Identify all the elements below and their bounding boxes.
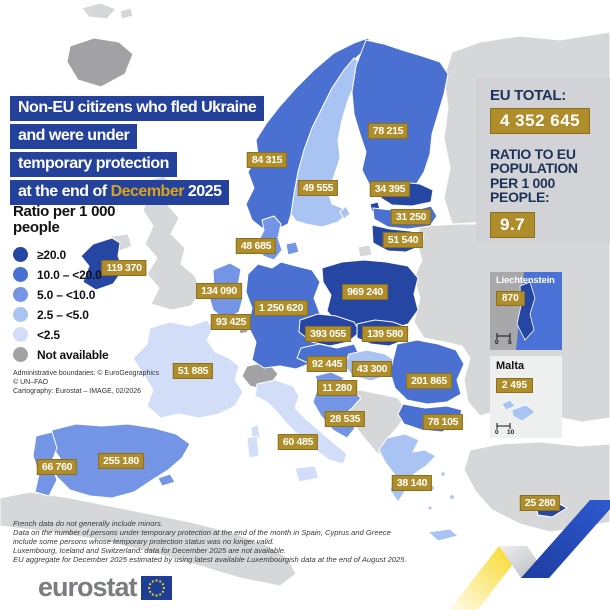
legend-label-5-10: 5.0 – <10.0 [37,287,96,302]
value-label-estonia: 34 395 [369,181,411,197]
legend-item-10-20: 10.0 – <20.0 [13,265,115,285]
malta-scale-bar [496,423,511,429]
value-label-belgium: 93 425 [210,314,252,330]
country-turkey [463,441,610,533]
legend-item-5-10: 5.0 – <10.0 [13,285,115,305]
eurostat-logo: eurostat [38,574,172,601]
legend-item-2p5-5: 2.5 – <5.0 [13,305,115,325]
country-greece [378,433,437,503]
value-label-hungary: 43 300 [351,361,393,377]
legend-swatch-10-20 [13,267,28,282]
value-label-greece: 38 140 [391,475,433,491]
country-united-kingdom [142,175,202,311]
footnotes: French data do not generally include min… [13,519,407,564]
legend-label-2p5-5: 2.5 – <5.0 [37,307,89,322]
country-iceland [66,37,134,88]
value-label-spain: 255 180 [98,453,144,469]
malta-value: 2 495 [496,378,534,393]
malta-scale-left: 0 [495,429,499,436]
region-kaliningrad [357,244,373,258]
legend-label-ge20: ≥20.0 [37,247,66,262]
title-line-4: at the end of December 2025 [10,180,230,205]
eu-flag-icon [140,575,172,600]
country-romania [389,339,465,405]
legend-item-na: Not available [13,345,115,365]
value-label-slovakia: 139 580 [362,326,408,342]
legend-swatch-na [13,347,28,362]
legend-swatch-2p5-5 [13,307,28,322]
legend-label-na: Not available [37,347,109,362]
island-sardinia [246,435,260,459]
legend: Ratio per 1 000 people ≥20.0 10.0 – <20.… [13,203,116,365]
value-label-latvia: 31 250 [390,209,432,225]
value-label-slovenia: 11 280 [317,380,357,396]
island-crete [427,528,459,542]
ratio-value: 9.7 [490,211,536,238]
value-label-italy: 60 485 [277,434,319,450]
island-zealand [285,241,300,256]
value-label-germany: 1 250 620 [253,300,309,316]
value-label-portugal: 66 760 [36,459,78,475]
island-gotland [339,205,351,220]
malta-scale-right: 10 [507,429,515,436]
liechtenstein-value: 870 [496,291,525,306]
island-malta [511,404,536,422]
legend-label-10-20: 10.0 – <20.0 [37,267,102,282]
liechtenstein-scale-bar [496,333,511,339]
liechtenstein-scale-right: 5 [508,339,512,346]
value-label-czechia: 393 055 [305,326,351,342]
legend-item-ge20: ≥20.0 [13,245,115,265]
region-svalbard [81,2,117,20]
legend-swatch-5-10 [13,287,28,302]
liechtenstein-inset: Liechtenstein 870 0 5 [490,272,562,350]
island-sicily [294,465,320,483]
eu-total-label: EU TOTAL: [490,87,566,104]
value-label-norway: 84 315 [246,152,288,168]
region-north-africa [0,491,297,587]
title-month-highlight: December [110,183,185,200]
value-label-cyprus: 25 280 [519,495,561,511]
title-line-4-suffix: 2025 [183,183,222,200]
legend-item-lt2p5: <2.5 [13,325,115,345]
value-label-lithuania: 51 540 [382,232,424,248]
malta-name: Malta [496,360,525,372]
title-line-1: Non-EU citizens who fled Ukraine [10,96,265,121]
title-line-2: and were under [10,124,138,149]
title-line-3: temporary protection [10,152,177,177]
value-label-poland: 969 240 [342,284,388,300]
title-line-4-prefix: at the end of [18,183,111,200]
value-label-bulgaria: 78 105 [422,414,464,430]
legend-swatch-ge20 [13,247,28,262]
islands-balearic [157,473,176,487]
liechtenstein-inset-map [490,272,562,350]
value-label-france: 51 885 [172,363,214,379]
eurostat-logo-text: eurostat [38,572,138,602]
island-gozo [501,399,516,411]
value-label-croatia: 28 535 [324,411,366,427]
liechtenstein-name: Liechtenstein [496,275,555,286]
legend-label-lt2p5: <2.5 [37,327,60,342]
malta-inset: Malta 2 495 0 10 [490,356,562,438]
value-label-romania: 201 865 [406,373,452,389]
value-label-austria: 92 445 [306,356,348,372]
eu-total-panel: EU TOTAL: 4 352 645 RATIO TO EU POPULATI… [476,78,610,243]
title-block: Non-EU citizens who fled Ukraine and wer… [10,96,265,208]
liechtenstein-scale-left: 0 [495,339,499,346]
attribution-note: Administrative boundaries: © EuroGeograp… [13,370,160,395]
malta-inset-map [490,356,562,438]
value-label-netherlands: 134 090 [196,283,242,299]
legend-title: Ratio per 1 000 people [13,203,116,236]
value-label-denmark: 48 685 [235,238,277,254]
eu-total-value: 4 352 645 [490,107,591,134]
legend-swatch-lt2p5 [13,327,28,342]
country-italy [254,379,348,465]
ratio-label: RATIO TO EU POPULATION PER 1 000 PEOPLE: [490,145,578,206]
country-finland [351,39,449,199]
value-label-sweden: 49 555 [297,180,339,196]
value-label-ireland: 119 370 [101,260,147,276]
value-label-finland: 78 215 [367,123,409,139]
